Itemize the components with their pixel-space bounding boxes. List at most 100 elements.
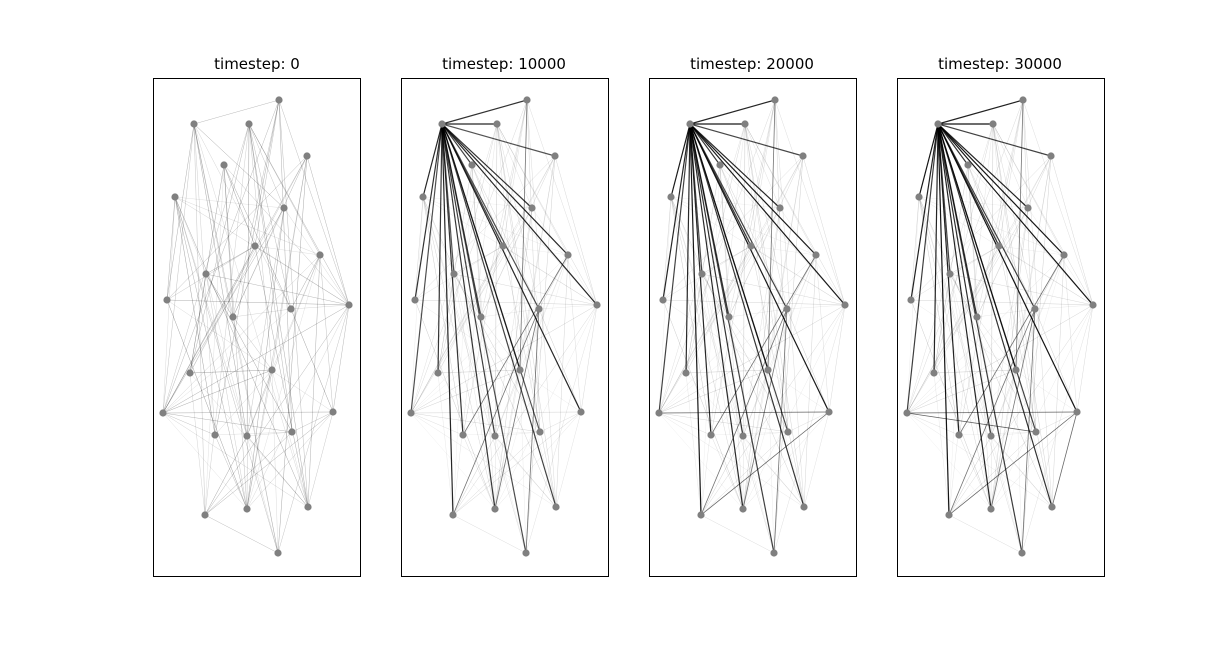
edge <box>933 372 1053 508</box>
edge <box>918 196 1094 306</box>
node <box>245 120 253 128</box>
edge <box>990 254 1065 510</box>
edge <box>750 99 776 247</box>
edge <box>414 245 504 301</box>
hub-edge <box>662 123 691 301</box>
edge <box>174 196 350 306</box>
edge <box>933 369 1017 374</box>
node <box>1060 251 1068 259</box>
edge <box>193 99 280 125</box>
edge <box>662 196 672 301</box>
edge <box>246 435 279 554</box>
hub-edge <box>937 99 1024 125</box>
edge <box>189 372 309 508</box>
edge <box>166 299 334 413</box>
node <box>783 305 791 313</box>
edge <box>933 372 950 516</box>
edge <box>526 99 541 433</box>
edge <box>1076 304 1094 413</box>
edge <box>1035 411 1078 433</box>
edge <box>918 196 992 510</box>
edge <box>990 411 1078 510</box>
node <box>220 161 228 169</box>
node <box>930 369 938 377</box>
edge <box>410 412 557 508</box>
edge <box>662 155 804 301</box>
node <box>345 301 353 309</box>
edge <box>283 207 350 306</box>
edge <box>906 412 992 510</box>
edge <box>204 164 225 516</box>
edge <box>204 431 293 516</box>
node <box>268 366 276 374</box>
hub-edge <box>937 123 1053 508</box>
edge <box>918 196 951 275</box>
panel-4: timestep: 30000 <box>897 55 1105 577</box>
node <box>1089 301 1097 309</box>
edge <box>453 273 496 437</box>
edge <box>246 254 321 510</box>
edge <box>278 99 309 508</box>
hub-edge <box>441 123 598 306</box>
edge <box>670 196 703 275</box>
edge <box>662 299 830 413</box>
node <box>825 408 833 416</box>
edge <box>728 308 788 318</box>
edge <box>1015 369 1023 554</box>
node <box>190 120 198 128</box>
edge <box>205 273 248 437</box>
node <box>243 432 251 440</box>
edge <box>471 164 540 310</box>
edge <box>662 299 846 306</box>
edge <box>204 123 250 516</box>
edge <box>990 155 1052 510</box>
edge <box>685 372 702 516</box>
edge <box>744 123 846 306</box>
edge <box>162 412 216 436</box>
edge <box>248 123 309 508</box>
edge <box>246 304 350 510</box>
edge <box>162 196 176 414</box>
edge <box>205 273 293 433</box>
edge <box>162 304 350 414</box>
edge <box>422 196 455 275</box>
edge <box>742 254 817 510</box>
edge <box>742 369 769 510</box>
edge <box>410 412 464 436</box>
hub-edge <box>689 123 744 437</box>
node <box>434 369 442 377</box>
edge <box>658 411 830 414</box>
edge <box>1051 411 1078 508</box>
edge <box>906 196 920 414</box>
edge <box>193 123 309 508</box>
edge <box>162 369 273 414</box>
edge <box>246 207 285 510</box>
edge <box>410 369 521 414</box>
panel-frame <box>401 78 609 577</box>
edge <box>204 304 350 516</box>
edge <box>278 99 293 433</box>
edge <box>538 304 598 310</box>
edge <box>502 245 598 306</box>
edge <box>162 411 334 414</box>
hub-edge <box>937 123 1036 310</box>
node <box>1019 96 1027 104</box>
edge <box>232 207 285 318</box>
edge <box>480 155 556 318</box>
node <box>438 120 446 128</box>
hub-edge <box>937 123 950 516</box>
edge <box>414 299 598 306</box>
edge <box>162 254 321 414</box>
edge <box>525 308 540 554</box>
edge <box>494 207 533 437</box>
edge <box>174 196 207 275</box>
node <box>288 428 296 436</box>
node <box>747 242 755 250</box>
edge <box>1022 99 1094 306</box>
edge <box>990 254 1065 437</box>
node <box>577 408 585 416</box>
edge <box>976 155 1052 318</box>
edge <box>1021 304 1094 554</box>
edge <box>162 412 248 510</box>
edge <box>967 164 1036 310</box>
